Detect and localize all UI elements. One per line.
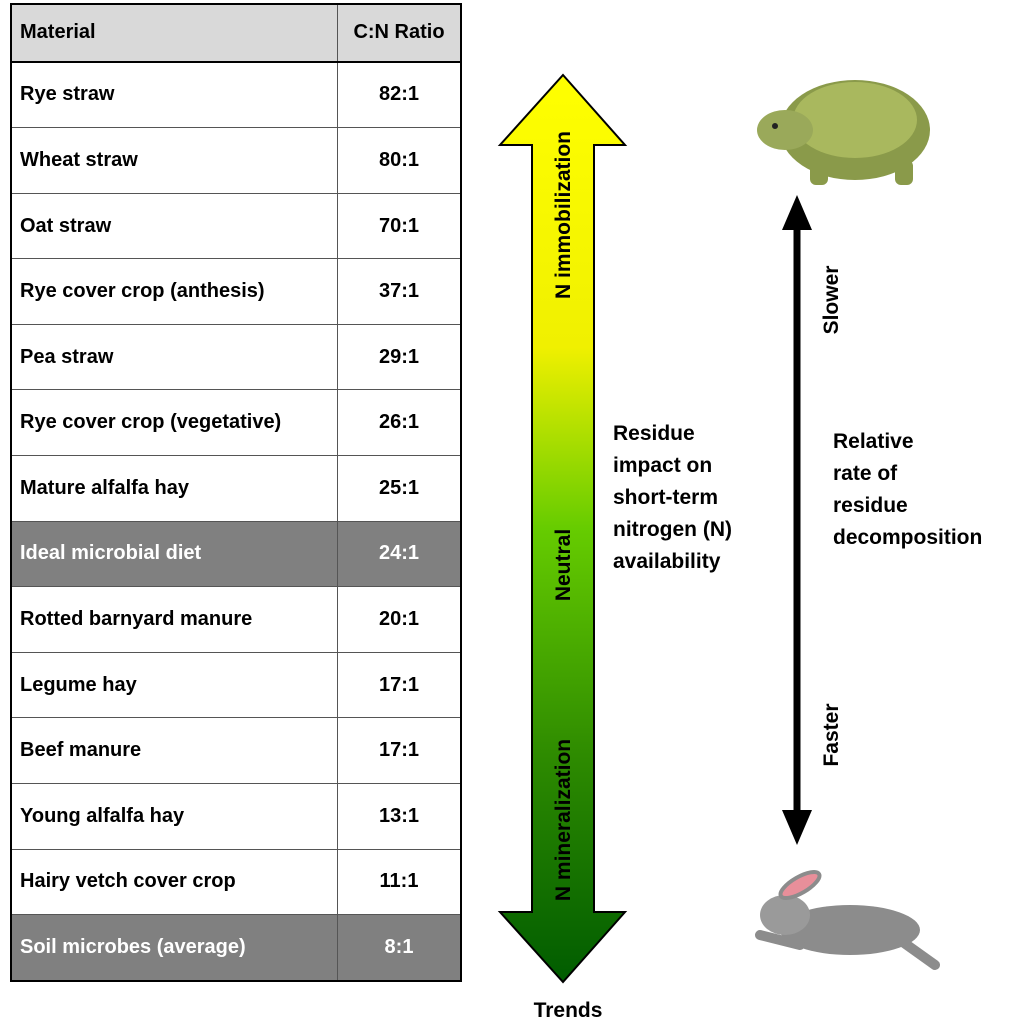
turtle-icon <box>757 80 930 185</box>
page: MaterialC:N RatioRye straw82:1Wheat stra… <box>0 0 1021 1027</box>
nitrogen-label-line: Residue <box>613 422 695 445</box>
nitrogen-label-line: impact on <box>613 454 712 477</box>
arrow-top-label: N immobilization <box>552 131 575 299</box>
rabbit-icon <box>760 867 935 965</box>
diagram: N immobilization Neutral N mineralizatio… <box>0 0 1021 1027</box>
decomposition-label-line: residue <box>833 494 908 517</box>
trends-caption: Trends <box>534 999 603 1022</box>
slower-label: Slower <box>820 266 843 335</box>
nitrogen-label-line: nitrogen (N) <box>613 518 732 541</box>
decomposition-label-line: rate of <box>833 462 898 485</box>
faster-label: Faster <box>820 703 843 766</box>
nitrogen-label-line: availability <box>613 550 721 573</box>
decomposition-label-line: decomposition <box>833 526 982 549</box>
arrow-middle-label: Neutral <box>552 529 575 601</box>
decomposition-label-line: Relative <box>833 430 914 453</box>
nitrogen-label-line: short-term <box>613 486 718 509</box>
arrow-bottom-label: N mineralization <box>552 739 575 901</box>
